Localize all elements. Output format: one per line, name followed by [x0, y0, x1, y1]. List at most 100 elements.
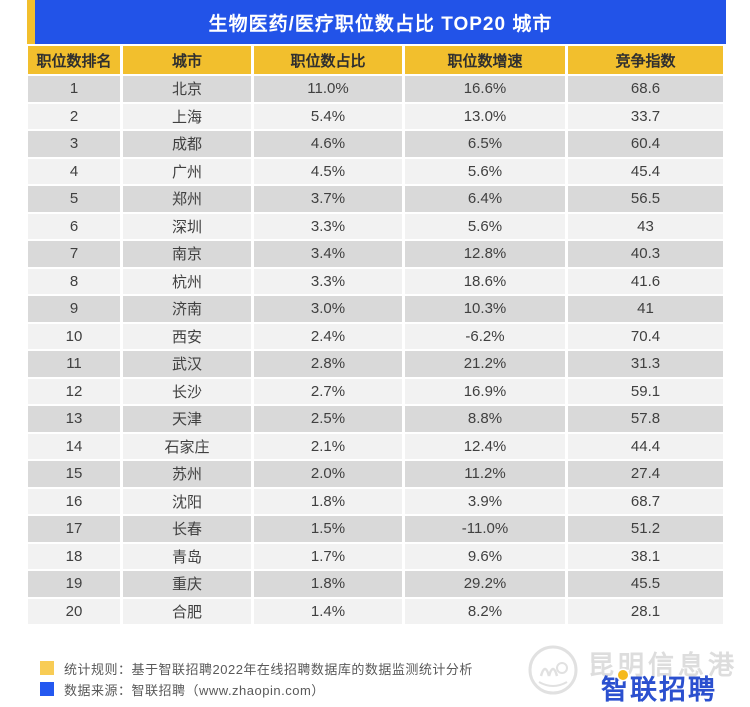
- zhaopin-logo: 智联招聘: [601, 668, 717, 707]
- table-cell: -6.2%: [405, 323, 565, 349]
- table-row: 12 长沙 2.7% 16.9% 59.1: [28, 378, 723, 404]
- table-row: 5 郑州 3.7% 6.4% 56.5: [28, 186, 723, 212]
- logo-text: 智联招聘: [601, 675, 717, 705]
- table-cell: 1.5%: [254, 516, 402, 542]
- table-cell: 3.4%: [254, 241, 402, 267]
- table-cell: 57.8: [568, 406, 723, 432]
- table-row: 17 长春 1.5% -11.0% 51.2: [28, 516, 723, 542]
- table-row: 13 天津 2.5% 8.8% 57.8: [28, 406, 723, 432]
- table-cell: 16.9%: [405, 378, 565, 404]
- table-cell: 70.4: [568, 323, 723, 349]
- table-cell: 60.4: [568, 131, 723, 157]
- table-cell: 3.3%: [254, 213, 402, 239]
- table-cell: 深圳: [123, 213, 251, 239]
- top20-table: 职位数排名 城市 职位数占比 职位数增速 竞争指数 1 北京 11.0% 16.6% 68.6 2…: [28, 46, 723, 626]
- table-cell: 1.8%: [254, 488, 402, 514]
- table-cell: 13: [28, 406, 120, 432]
- page-title: 生物医药/医疗职位数占比 TOP20 城市: [35, 0, 726, 44]
- table-cell: 9: [28, 296, 120, 322]
- table-cell: 8.8%: [405, 406, 565, 432]
- table-cell: 51.2: [568, 516, 723, 542]
- table-cell: 6.5%: [405, 131, 565, 157]
- table-cell: 合肥: [123, 598, 251, 624]
- table-row: 8 杭州 3.3% 18.6% 41.6: [28, 268, 723, 294]
- table-row: 9 济南 3.0% 10.3% 41: [28, 296, 723, 322]
- table-cell: 重庆: [123, 571, 251, 597]
- title-accent-strip: [27, 0, 35, 44]
- table-cell: 11: [28, 351, 120, 377]
- table-cell: 27.4: [568, 461, 723, 487]
- table-cell: 31.3: [568, 351, 723, 377]
- stat-rule-line: 统计规则：基于智联招聘2022年在线招聘数据库的数据监测统计分析: [40, 661, 473, 677]
- title-row: 生物医药/医疗职位数占比 TOP20 城市: [27, 0, 726, 44]
- stat-rule-text: 统计规则：基于智联招聘2022年在线招聘数据库的数据监测统计分析: [64, 661, 473, 677]
- table-row: 4 广州 4.5% 5.6% 45.4: [28, 158, 723, 184]
- table-cell: 西安: [123, 323, 251, 349]
- table-cell: 广州: [123, 158, 251, 184]
- table-cell: 15: [28, 461, 120, 487]
- column-header: 职位数排名: [28, 46, 120, 74]
- table-cell: 沈阳: [123, 488, 251, 514]
- table-row: 15 苏州 2.0% 11.2% 27.4: [28, 461, 723, 487]
- table-row: 10 西安 2.4% -6.2% 70.4: [28, 323, 723, 349]
- table-cell: 杭州: [123, 268, 251, 294]
- table-cell: 长沙: [123, 378, 251, 404]
- table-cell: 19: [28, 571, 120, 597]
- table-cell: 长春: [123, 516, 251, 542]
- table-cell: 18: [28, 543, 120, 569]
- table-cell: 武汉: [123, 351, 251, 377]
- table-cell: 13.0%: [405, 103, 565, 129]
- table-cell: 45.5: [568, 571, 723, 597]
- table-cell: -11.0%: [405, 516, 565, 542]
- table-cell: 苏州: [123, 461, 251, 487]
- table-row: 7 南京 3.4% 12.8% 40.3: [28, 241, 723, 267]
- table-cell: 10.3%: [405, 296, 565, 322]
- table-cell: 59.1: [568, 378, 723, 404]
- table-cell: 5.4%: [254, 103, 402, 129]
- table-cell: 12.8%: [405, 241, 565, 267]
- table-cell: 56.5: [568, 186, 723, 212]
- table-cell: 石家庄: [123, 433, 251, 459]
- table-row: 3 成都 4.6% 6.5% 60.4: [28, 131, 723, 157]
- table-cell: 2: [28, 103, 120, 129]
- table-cell: 1.7%: [254, 543, 402, 569]
- table-cell: 8: [28, 268, 120, 294]
- column-header: 竞争指数: [568, 46, 723, 74]
- table-row: 19 重庆 1.8% 29.2% 45.5: [28, 571, 723, 597]
- table-cell: 南京: [123, 241, 251, 267]
- table-cell: 33.7: [568, 103, 723, 129]
- table-cell: 5.6%: [405, 158, 565, 184]
- watermark-stamp-icon: [527, 644, 579, 696]
- watermark-text: 昆明信息港: [588, 650, 739, 680]
- column-header: 城市: [123, 46, 251, 74]
- table-cell: 1.4%: [254, 598, 402, 624]
- table-cell: 济南: [123, 296, 251, 322]
- table-cell: 43: [568, 213, 723, 239]
- table-cell: 38.1: [568, 543, 723, 569]
- table-cell: 5.6%: [405, 213, 565, 239]
- table-cell: 2.4%: [254, 323, 402, 349]
- table-cell: 3: [28, 131, 120, 157]
- table-cell: 1: [28, 76, 120, 102]
- blue-swatch-icon: [40, 682, 54, 696]
- table-cell: 3.0%: [254, 296, 402, 322]
- table-cell: 天津: [123, 406, 251, 432]
- table-cell: 14: [28, 433, 120, 459]
- table-cell: 7: [28, 241, 120, 267]
- table-cell: 68.6: [568, 76, 723, 102]
- table-cell: 21.2%: [405, 351, 565, 377]
- table-body: 1 北京 11.0% 16.6% 68.6 2 上海 5.4% 13.0% 33.7 3 成都 4.6%…: [28, 76, 723, 624]
- table-cell: 12: [28, 378, 120, 404]
- table-cell: 41.6: [568, 268, 723, 294]
- table-cell: 29.2%: [405, 571, 565, 597]
- table-cell: 郑州: [123, 186, 251, 212]
- table-cell: 5: [28, 186, 120, 212]
- table-cell: 3.9%: [405, 488, 565, 514]
- table-row: 11 武汉 2.8% 21.2% 31.3: [28, 351, 723, 377]
- table-cell: 41: [568, 296, 723, 322]
- table-cell: 上海: [123, 103, 251, 129]
- table-cell: 2.0%: [254, 461, 402, 487]
- table-cell: 2.8%: [254, 351, 402, 377]
- logo-sun-dot-icon: [618, 670, 628, 680]
